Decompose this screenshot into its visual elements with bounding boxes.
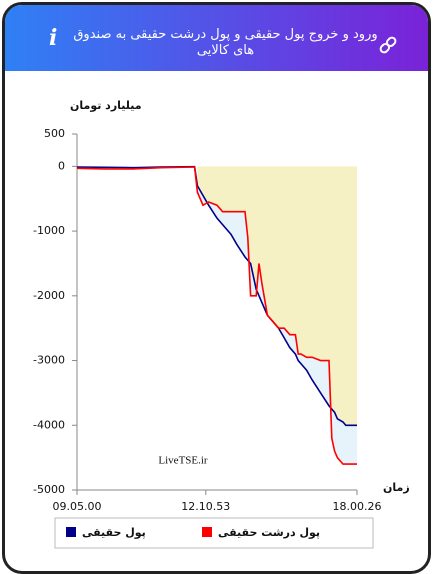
area-fill	[197, 166, 357, 465]
series-line	[76, 166, 357, 465]
y-tick-label: 500	[44, 127, 65, 140]
header-title: ورود و خروج پول حقیقی و پول درشت حقیقی ب…	[73, 27, 378, 58]
legend-box	[54, 517, 374, 549]
legend-label: پول درشت حقیقی	[218, 526, 320, 539]
x-axis-label: زمان	[383, 481, 410, 494]
x-tick-label: 12.10.53	[181, 500, 230, 513]
link-icon[interactable]	[5, 5, 425, 71]
header: i ورود و خروج پول حقیقی و پول درشت حقیقی…	[5, 5, 428, 71]
y-axis-label: میلیارد تومان	[70, 99, 142, 112]
y-tick-label: -5000	[33, 483, 65, 496]
legend-swatch	[202, 527, 212, 537]
y-tick-label: -4000	[33, 418, 65, 431]
y-tick-label: -2000	[33, 289, 65, 302]
info-icon[interactable]: i	[49, 25, 58, 51]
x-tick-label: 18.00.26	[333, 500, 382, 513]
legend-label: پول حقیقی	[82, 526, 146, 539]
y-tick-label: 0	[58, 159, 65, 172]
y-tick-label: -3000	[33, 354, 65, 367]
y-tick-label: -1000	[33, 224, 65, 237]
x-tick-label: 09.05.00	[53, 500, 102, 513]
watermark: LiveTSE.ir	[158, 455, 208, 467]
legend-swatch	[66, 527, 76, 537]
series-line	[76, 165, 357, 427]
